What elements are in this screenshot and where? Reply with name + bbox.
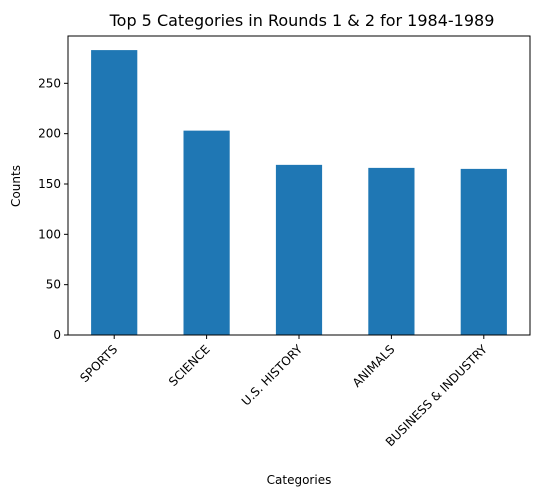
x-tick-label-4: BUSINESS & INDUSTRY	[383, 342, 490, 449]
x-axis-label: Categories	[267, 473, 332, 487]
bar-1	[183, 130, 230, 335]
y-axis-label: Counts	[9, 165, 23, 207]
bar-2	[275, 164, 323, 335]
bar-4	[460, 168, 507, 335]
y-tick-label-5: 250	[38, 76, 61, 90]
bar-0	[91, 50, 138, 336]
x-tick-label-1: SCIENCE	[166, 342, 213, 389]
chart-title: Top 5 Categories in Rounds 1 & 2 for 198…	[109, 11, 495, 30]
bar-3	[368, 167, 415, 335]
y-tick-label-0: 0	[53, 328, 61, 342]
y-tick-label-4: 200	[38, 127, 61, 141]
plot-frame	[67, 35, 531, 336]
bars-group	[91, 50, 507, 336]
x-tick-label-3: ANIMALS	[350, 342, 398, 390]
y-tick-label-3: 150	[38, 177, 61, 191]
y-tick-label-1: 50	[46, 278, 61, 292]
x-tick-label-0: SPORTS	[77, 342, 120, 385]
y-tick-label-2: 100	[38, 227, 61, 241]
x-tick-label-2: U.S. HISTORY	[239, 342, 306, 409]
